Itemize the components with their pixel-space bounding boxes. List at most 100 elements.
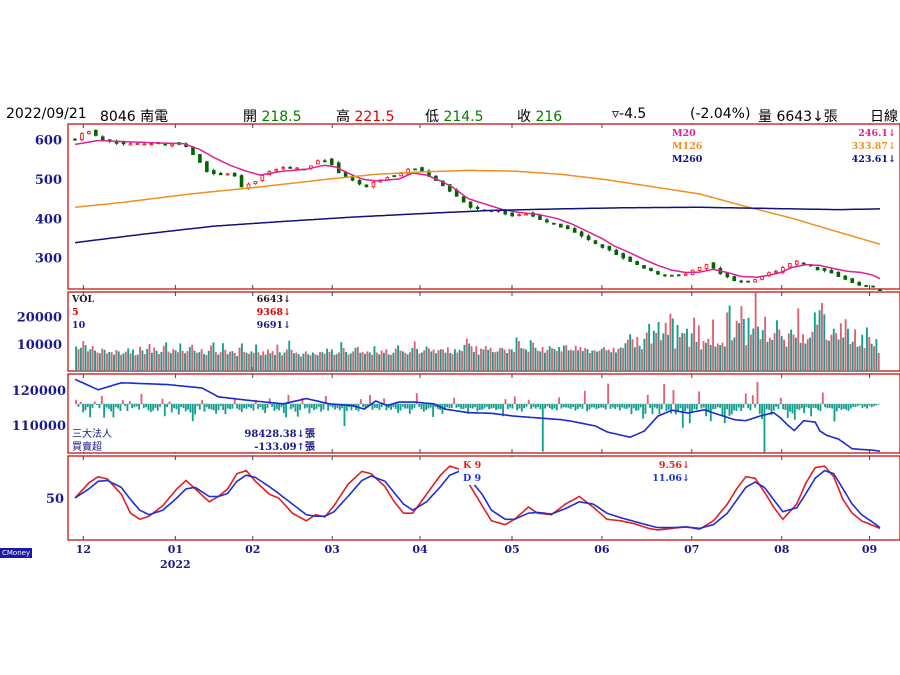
- volume-bar: [591, 350, 594, 371]
- net-bar: [817, 404, 820, 410]
- volume-bar: [503, 349, 506, 371]
- net-bar: [271, 404, 274, 407]
- volume-bar: [742, 318, 745, 371]
- net-bar: [873, 404, 876, 407]
- candle-body: [642, 265, 646, 269]
- volume-bar: [607, 349, 610, 371]
- volume-bar: [285, 349, 288, 371]
- net-bar: [530, 404, 533, 409]
- net-bar: [595, 404, 598, 410]
- volume-bar: [446, 347, 449, 371]
- net-bar: [768, 404, 771, 410]
- net-bar: [387, 404, 390, 409]
- header-stock-name: 8046 南電: [100, 109, 169, 125]
- volume-bar: [210, 345, 213, 371]
- volume-bar: [361, 351, 364, 371]
- volume-bar: [551, 348, 553, 371]
- net-bar: [294, 404, 297, 412]
- net-bar: [392, 404, 395, 408]
- net-bar: [229, 404, 232, 410]
- volume-bar: [773, 333, 776, 371]
- volume-bar: [323, 353, 326, 371]
- volume-bar: [652, 330, 655, 371]
- net-bar: [562, 404, 565, 408]
- net-bar: [548, 404, 551, 409]
- net-bar: [406, 404, 409, 409]
- volume-bar: [394, 348, 397, 371]
- ma-legend-value: 333.87↓: [852, 141, 896, 152]
- volume-bar: [333, 354, 336, 371]
- net-bar: [761, 404, 764, 420]
- net-bar: [327, 404, 330, 411]
- volume-bar: [255, 344, 258, 371]
- volume-bar: [477, 354, 480, 371]
- net-bar: [159, 404, 162, 407]
- volume-bar: [624, 343, 627, 371]
- x-tick-label: 04: [412, 543, 428, 556]
- net-bar: [336, 404, 339, 409]
- volume-bar: [745, 345, 748, 371]
- volume-bar: [494, 352, 497, 371]
- volume-bar: [617, 348, 620, 371]
- volume-bar: [839, 323, 842, 371]
- volume-bar: [269, 353, 272, 371]
- candle-body: [538, 214, 542, 220]
- net-bar: [518, 404, 521, 409]
- close-label: 收: [517, 109, 531, 125]
- volume-bar: [686, 328, 688, 371]
- net-bar: [527, 399, 530, 404]
- volume-bar: [716, 343, 719, 371]
- institutional-holdings-line: [74, 378, 881, 452]
- net-bar: [329, 404, 332, 407]
- volume-bar: [290, 349, 293, 371]
- volume-bar: [375, 352, 378, 371]
- volume-bar: [75, 346, 78, 371]
- volume-bar: [103, 349, 106, 371]
- volume-bar: [837, 339, 840, 371]
- net-bar: [726, 404, 729, 410]
- volume-bar: [681, 332, 684, 371]
- volume-bar: [349, 353, 352, 371]
- candle-body: [711, 262, 716, 269]
- net-bar: [131, 404, 134, 409]
- volume-bar: [169, 353, 172, 371]
- candle-body: [822, 268, 827, 271]
- volume-bar: [127, 348, 130, 371]
- net-bar: [411, 404, 414, 410]
- volume-y-tick: 20000: [17, 311, 62, 326]
- volume-legend-value: 9368↓: [257, 307, 291, 318]
- net-bar: [544, 404, 547, 409]
- volume-bar: [712, 319, 714, 371]
- net-bar: [476, 404, 479, 412]
- net-bar: [651, 404, 654, 415]
- volume-bar: [155, 350, 158, 371]
- net-bar: [560, 404, 563, 409]
- candle-body: [649, 267, 653, 271]
- volume-bar: [555, 350, 558, 371]
- header-change-pct: (-2.04%): [690, 106, 751, 122]
- net-bar: [842, 404, 845, 409]
- net-bar: [425, 404, 428, 410]
- volume-bar: [802, 334, 804, 371]
- volume-bar: [825, 339, 828, 371]
- net-bar: [453, 397, 456, 404]
- volume-bar: [342, 348, 345, 371]
- candle-body: [170, 143, 174, 147]
- volume-bar: [693, 317, 696, 371]
- net-bar: [716, 404, 719, 408]
- net-bar: [315, 404, 318, 409]
- x-year-label: 2022: [160, 558, 191, 571]
- volume-bar: [399, 350, 402, 371]
- net-bar: [182, 404, 185, 409]
- net-bar: [590, 404, 593, 408]
- volume-bar: [295, 352, 298, 371]
- volume-bar: [667, 334, 669, 371]
- volume-bar: [577, 350, 580, 371]
- candle-body: [447, 184, 452, 192]
- volume-bar: [122, 353, 125, 371]
- net-bar: [702, 404, 705, 408]
- volume-bar: [177, 352, 179, 371]
- net-bar: [576, 404, 579, 409]
- net-bar: [345, 404, 348, 411]
- candle-body: [593, 240, 598, 244]
